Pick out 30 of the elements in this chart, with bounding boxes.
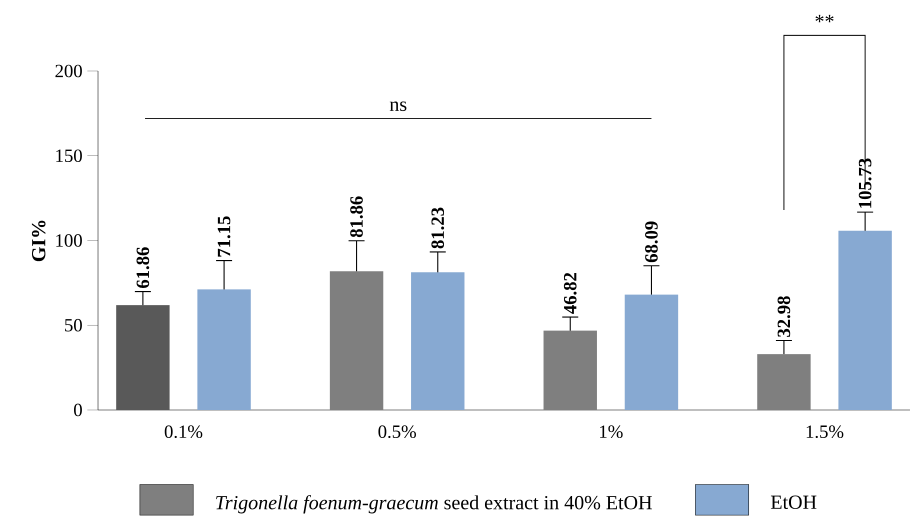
y-tick-label: 100 (56, 234, 82, 247)
bar (757, 354, 811, 410)
y-axis-title: GI% (32, 220, 46, 262)
x-tick-label: 1% (600, 425, 623, 438)
data-label: 105.73 (858, 158, 872, 208)
x-tick-label: 0.5% (378, 425, 416, 438)
bar (624, 294, 678, 410)
text: ** (816, 14, 834, 22)
data-label: 81.23 (431, 208, 444, 248)
y-tick-label: 0 (74, 404, 82, 416)
y-tick-label: 200 (55, 64, 82, 78)
bar (411, 272, 464, 410)
bar (116, 305, 170, 410)
bar (838, 230, 892, 410)
data-label: 68.09 (645, 222, 658, 262)
legend-label: Trigonella foenum-graecum seed extract in 40% EtOH (216, 495, 652, 514)
data-label: 81.86 (350, 196, 363, 238)
legend-label: EtOH (770, 496, 816, 509)
annotation: ns (390, 101, 406, 112)
x-tick-label: 1.5% (806, 425, 844, 438)
bar (330, 271, 384, 410)
data-label: 71.15 (218, 216, 230, 257)
bar (544, 330, 597, 410)
data-label: 61.86 (136, 247, 150, 288)
data-label: 46.82 (564, 272, 577, 314)
y-tick-label: 50 (65, 318, 82, 332)
bar (197, 289, 251, 410)
x-tick-label: 0.1% (164, 425, 202, 438)
data-label: 32.98 (778, 296, 790, 337)
y-tick-label: 150 (56, 149, 82, 162)
